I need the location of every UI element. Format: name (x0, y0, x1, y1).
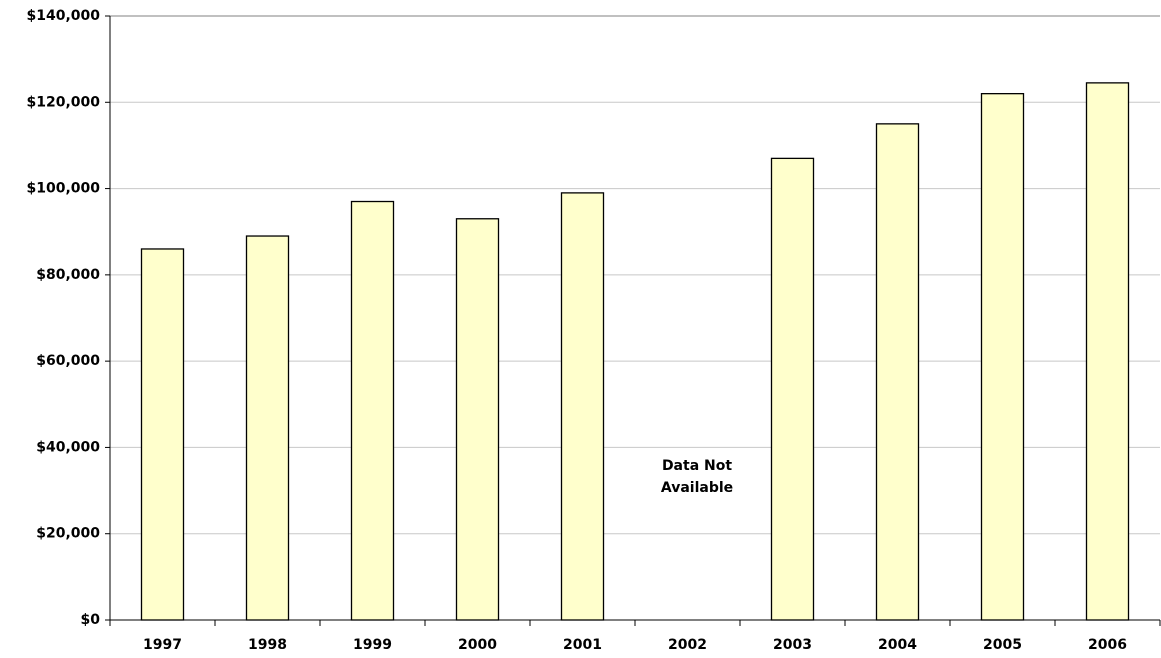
bar (350, 200, 395, 621)
x-tick-label: 2002 (668, 637, 707, 653)
x-tick-label: 2006 (1088, 637, 1127, 653)
x-tick-label: 1997 (143, 637, 182, 653)
x-tick-label: 1998 (248, 637, 287, 653)
y-tick-label: $40,000 (36, 439, 100, 455)
bar (560, 192, 605, 621)
bar (140, 248, 185, 621)
bar (770, 157, 815, 621)
x-tick-label: 2000 (458, 637, 497, 653)
y-tick-label: $60,000 (36, 353, 100, 369)
annotation: Data Not Available (660, 458, 734, 496)
bar (245, 235, 290, 621)
y-tick-label: $0 (81, 612, 101, 628)
x-tick-label: 1999 (353, 637, 392, 653)
x-tick-label: 2004 (878, 637, 917, 653)
x-tick-label: 2001 (563, 637, 602, 653)
bar (455, 218, 500, 621)
y-tick-label: $20,000 (36, 526, 100, 542)
y-tick-label: $100,000 (26, 181, 100, 197)
y-tick-label: $140,000 (26, 8, 100, 24)
y-tick-label: $80,000 (36, 267, 100, 283)
x-tick-label: 2003 (773, 637, 812, 653)
bar (875, 123, 920, 621)
y-tick-label: $120,000 (26, 94, 100, 110)
x-tick-label: 2005 (983, 637, 1022, 653)
bar (980, 93, 1025, 621)
bar (1085, 82, 1130, 621)
